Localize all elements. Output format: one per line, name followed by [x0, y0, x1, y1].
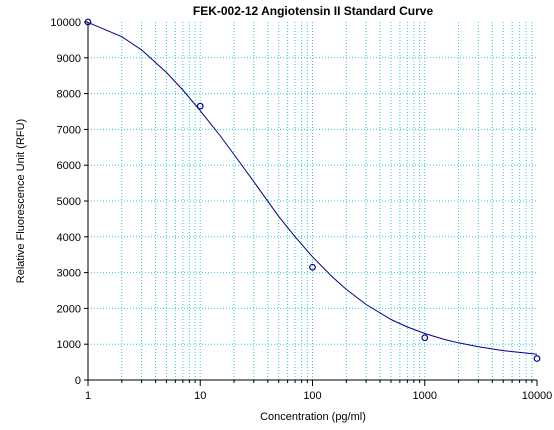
x-axis-ticks: 1 10 100 1000 10000: [85, 380, 552, 402]
data-point: [84, 18, 92, 26]
y-tick-label: 9000: [57, 53, 81, 65]
y-tick-label: 6000: [57, 160, 81, 172]
y-tick-label: 4000: [57, 232, 81, 244]
data-point: [309, 263, 316, 271]
data-point: [533, 355, 541, 362]
fit-curve-line: [87, 21, 538, 355]
x-tick-label: 10: [194, 390, 206, 402]
y-tick-label: 1000: [57, 339, 81, 351]
chart-title: FEK-002-12 Angiotensin II Standard Curve: [193, 4, 434, 18]
data-point: [421, 334, 429, 342]
x-tick-label: 1: [85, 390, 91, 402]
data-point: [196, 102, 204, 110]
y-tick-label: 5000: [57, 196, 81, 208]
data-points: [84, 18, 541, 362]
x-axis-label: Concentration (pg/ml): [260, 411, 366, 423]
y-tick-label: 0: [75, 375, 81, 387]
y-axis-ticks: 0 1000 2000 3000 4000 5000 6000 7000 8000 9000 100…: [50, 17, 88, 387]
y-tick-label: 10000: [50, 17, 81, 29]
y-axis-label: Relative Fluorescence Unit (RFU): [15, 119, 27, 283]
y-tick-label: 3000: [57, 268, 81, 280]
x-tick-label: 10000: [522, 390, 553, 402]
y-tick-label: 8000: [57, 89, 81, 101]
x-tick-label: 1000: [413, 390, 437, 402]
x-tick-label: 100: [303, 390, 321, 402]
y-tick-label: 7000: [57, 124, 81, 136]
y-tick-label: 2000: [57, 303, 81, 315]
fit-curve: [87, 21, 538, 355]
